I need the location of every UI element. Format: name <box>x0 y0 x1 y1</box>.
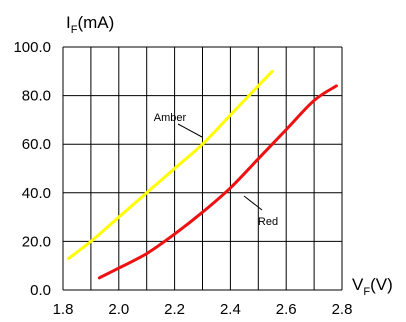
red-leader-line <box>243 195 263 211</box>
red-curve <box>97 84 338 280</box>
x-tick-label: 2.8 <box>332 301 353 318</box>
y-tick-label: 40.0 <box>22 185 51 202</box>
y-tick-label: 80.0 <box>22 88 51 105</box>
grid <box>62 46 343 291</box>
y-tick-label: 100.0 <box>13 39 51 56</box>
red-series-label: Red <box>258 216 278 228</box>
y-tick-label: 60.0 <box>22 136 51 153</box>
amber-curve <box>67 69 274 260</box>
x-tick-label: 2.0 <box>108 301 129 318</box>
series-layer <box>67 69 338 280</box>
x-tick-label: 2.6 <box>276 301 297 318</box>
x-tick-label: 2.4 <box>220 301 241 318</box>
x-axis-title: VF(V) <box>352 275 393 298</box>
amber-leader-line <box>177 123 203 138</box>
amber-series-label: Amber <box>154 112 187 124</box>
y-tick-label: 0.0 <box>30 282 51 299</box>
label-layer: 0.0 20.0 40.0 60.0 80.0 100.0 1.8 2.0 2.2 2.4 2.6 2… <box>13 39 352 318</box>
y-tick-label: 20.0 <box>22 233 51 250</box>
y-axis-title: IF(mA) <box>66 13 114 36</box>
x-tick-label: 1.8 <box>53 301 74 318</box>
x-tick-label: 2.2 <box>164 301 185 318</box>
